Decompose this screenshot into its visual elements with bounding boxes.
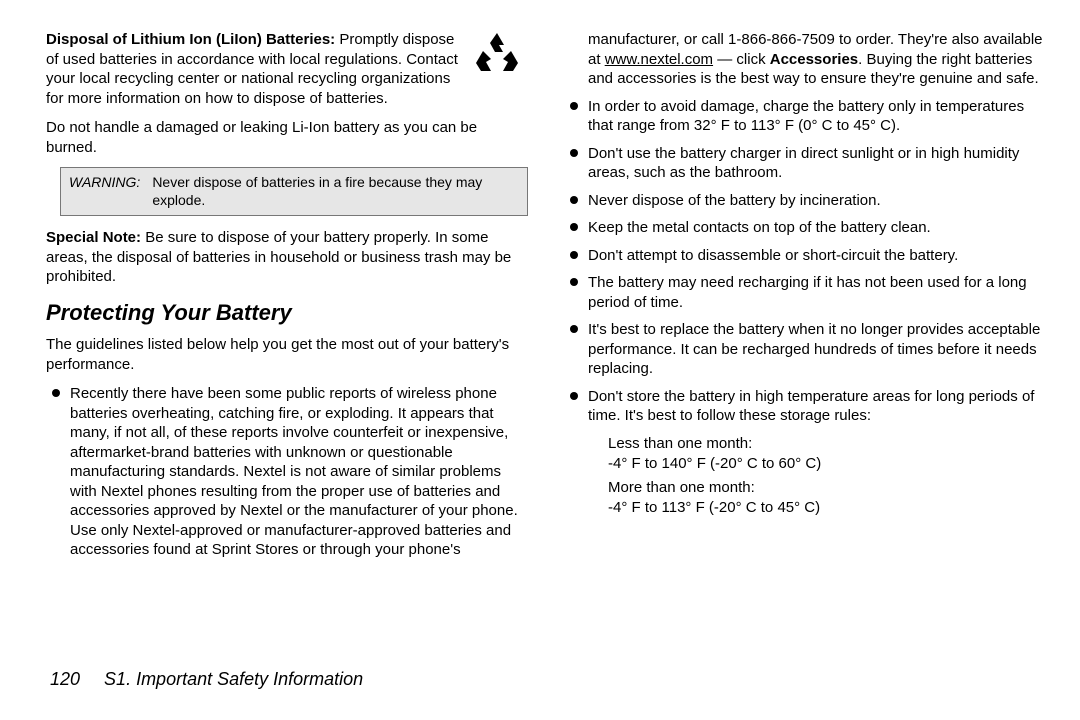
page-footer: 120 S1. Important Safety Information [46,655,1046,700]
bullet-item: Don't attempt to disassemble or short-ci… [588,246,1046,266]
bullet-item: The battery may need recharging if it ha… [588,273,1046,312]
left-bullets: Recently there have been some public rep… [46,384,528,560]
storage-rule-1-range: -4° F to 140° F (-20° C to 60° C) [608,454,1046,474]
bullet-item: Don't store the battery in high temperat… [588,387,1046,426]
section-intro: The guidelines listed below help you get… [46,335,528,374]
warning-text: Never dispose of batteries in a fire bec… [152,174,519,209]
section-heading: Protecting Your Battery [46,299,528,328]
bullet-item: Never dispose of the battery by incinera… [588,191,1046,211]
left-column: Disposal of Lithium Ion (LiIon) Batterie… [46,30,528,655]
special-note-paragraph: Special Note: Be sure to dispose of your… [46,228,528,287]
bullet-item: In order to avoid damage, charge the bat… [588,97,1046,136]
page-number: 120 [50,669,80,690]
right-bullets: In order to avoid damage, charge the bat… [564,97,1046,426]
cont-bold: Accessories [770,51,858,68]
bullet-item: Don't use the battery charger in direct … [588,144,1046,183]
storage-rule-1: Less than one month: -4° F to 140° F (-2… [564,434,1046,475]
storage-rule-2: More than one month: -4° F to 113° F (-2… [564,478,1046,519]
bullet-continuation: manufacturer, or call 1-866-866-7509 to … [564,30,1046,89]
cont-link: www.nextel.com [605,51,713,68]
recycle-icon [472,30,522,80]
content-columns: Disposal of Lithium Ion (LiIon) Batterie… [46,30,1046,655]
right-column: manufacturer, or call 1-866-866-7509 to … [564,30,1046,655]
special-note-label: Special Note: [46,229,141,246]
disposal-paragraph: Disposal of Lithium Ion (LiIon) Batterie… [46,30,466,108]
disposal-block: Disposal of Lithium Ion (LiIon) Batterie… [46,30,528,108]
cont-b: — click [713,51,770,68]
bullet-item: Recently there have been some public rep… [70,384,528,560]
damaged-paragraph: Do not handle a damaged or leaking Li-Io… [46,118,528,157]
warning-box: WARNING: Never dispose of batteries in a… [60,167,528,216]
storage-rule-1-label: Less than one month: [608,434,1046,454]
storage-rule-2-label: More than one month: [608,478,1046,498]
bullet-item: Keep the metal contacts on top of the ba… [588,218,1046,238]
storage-rule-2-range: -4° F to 113° F (-20° C to 45° C) [608,498,1046,518]
bullet-item: It's best to replace the battery when it… [588,320,1046,379]
footer-title: S1. Important Safety Information [104,669,363,690]
warning-label: WARNING: [69,174,140,209]
disposal-label: Disposal of Lithium Ion (LiIon) Batterie… [46,31,335,48]
